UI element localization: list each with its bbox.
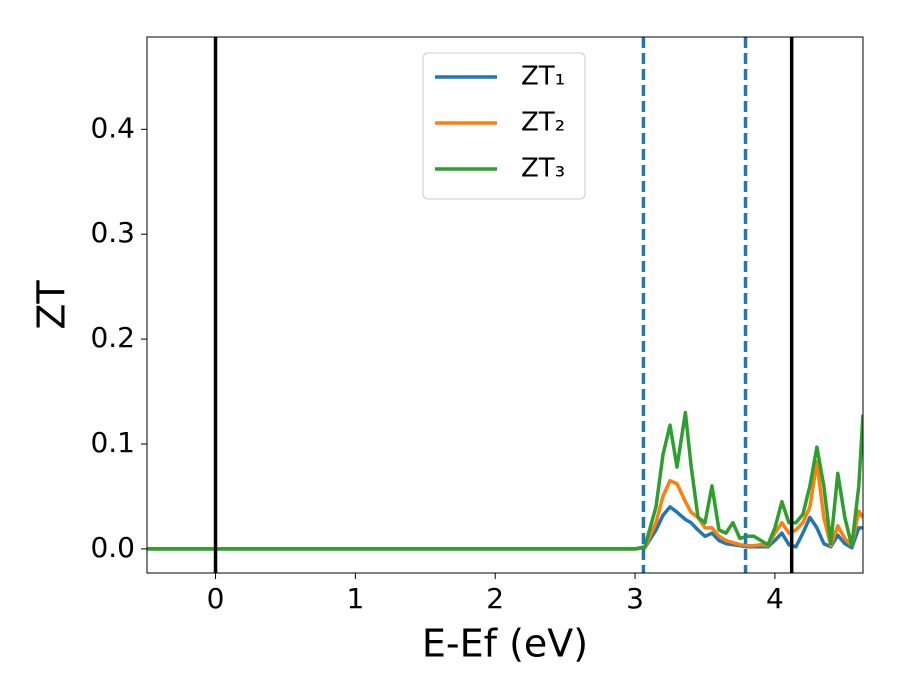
x-tick-label: 2: [486, 582, 504, 615]
legend-box: [422, 52, 586, 200]
x-tick-label: 3: [626, 582, 644, 615]
y-tick-label: 0.2: [90, 321, 135, 354]
plot: [147, 37, 863, 573]
legend-label: ZT₃: [521, 154, 565, 184]
y-tick-label: 0.3: [90, 216, 135, 249]
legend-label: ZT₁: [521, 62, 565, 92]
series-line: [147, 505, 863, 551]
legend-label: ZT₂: [521, 108, 565, 138]
y-tick-label: 0.0: [90, 531, 135, 564]
x-tick-label: 1: [346, 582, 364, 615]
x-tick-label: 0: [207, 582, 225, 615]
series-line: [147, 410, 863, 551]
legend: ZT₁ ZT₂ ZT₃: [422, 52, 586, 200]
y-tick-label: 0.1: [90, 426, 135, 459]
y-tick-label: 0.4: [90, 111, 135, 144]
plot-frame: [146, 36, 864, 574]
x-tick-label: 4: [766, 582, 784, 615]
x-axis-label: E-Ef (eV): [422, 622, 588, 666]
y-axis-label: ZT: [30, 280, 74, 330]
series-line: [147, 460, 863, 551]
